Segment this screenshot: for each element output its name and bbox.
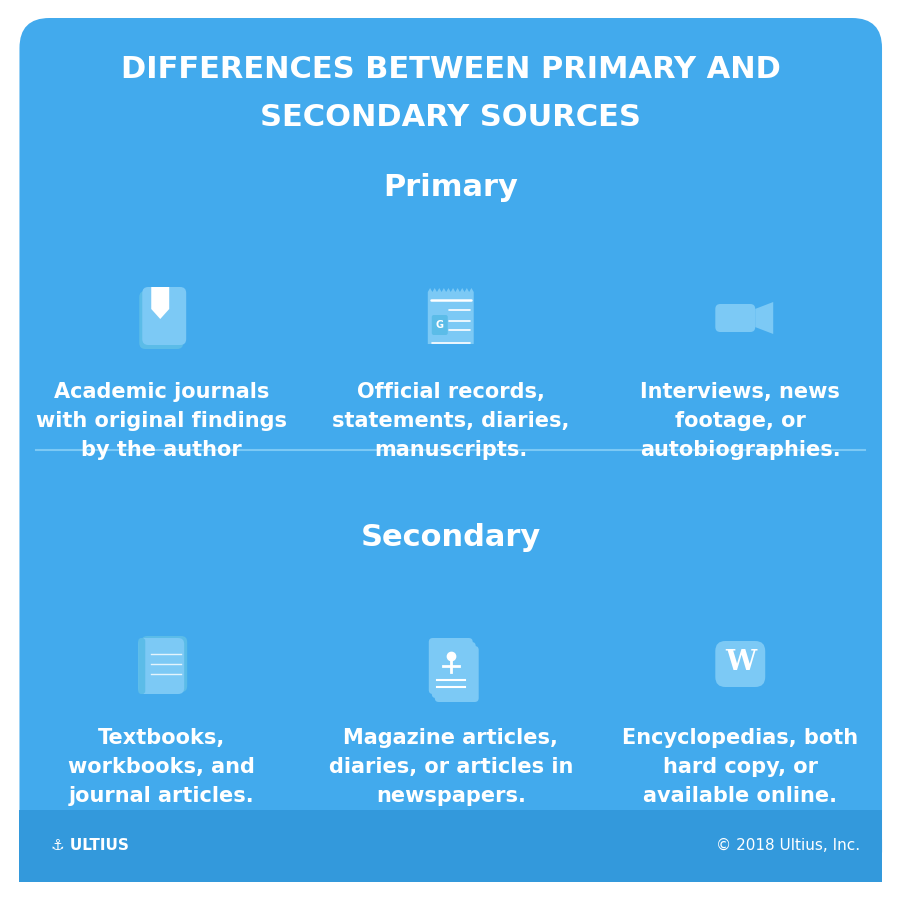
FancyBboxPatch shape xyxy=(140,291,184,349)
Text: Academic journals
with original findings
by the author: Academic journals with original findings… xyxy=(36,382,287,460)
FancyBboxPatch shape xyxy=(432,315,448,335)
FancyBboxPatch shape xyxy=(139,638,145,694)
Text: Textbooks,
workbooks, and
journal articles.: Textbooks, workbooks, and journal articl… xyxy=(68,728,255,806)
Text: G: G xyxy=(436,320,444,330)
Text: ⚓ ULTIUS: ⚓ ULTIUS xyxy=(51,839,130,853)
FancyBboxPatch shape xyxy=(20,18,882,882)
FancyBboxPatch shape xyxy=(142,287,186,345)
Text: © 2018 Ultius, Inc.: © 2018 Ultius, Inc. xyxy=(716,839,860,853)
Text: W: W xyxy=(725,650,757,677)
Polygon shape xyxy=(151,287,169,319)
Text: Primary: Primary xyxy=(383,174,518,203)
FancyBboxPatch shape xyxy=(716,304,755,332)
FancyBboxPatch shape xyxy=(716,641,765,687)
Text: Magazine articles,
diaries, or articles in
newspapers.: Magazine articles, diaries, or articles … xyxy=(328,728,573,806)
Bar xyxy=(20,810,882,882)
Text: Secondary: Secondary xyxy=(361,524,541,553)
Text: SECONDARY SOURCES: SECONDARY SOURCES xyxy=(260,104,641,132)
FancyBboxPatch shape xyxy=(139,638,184,694)
FancyBboxPatch shape xyxy=(432,642,476,698)
FancyBboxPatch shape xyxy=(435,646,479,702)
FancyBboxPatch shape xyxy=(20,810,882,882)
Text: DIFFERENCES BETWEEN PRIMARY AND: DIFFERENCES BETWEEN PRIMARY AND xyxy=(121,56,780,85)
Text: Encyclopedias, both
hard copy, or
available online.: Encyclopedias, both hard copy, or availa… xyxy=(622,728,859,806)
Polygon shape xyxy=(428,288,473,344)
FancyBboxPatch shape xyxy=(428,638,472,694)
Text: Interviews, news
footage, or
autobiographies.: Interviews, news footage, or autobiograp… xyxy=(640,382,841,460)
Polygon shape xyxy=(755,302,773,334)
FancyBboxPatch shape xyxy=(141,636,187,692)
Text: Official records,
statements, diaries,
manuscripts.: Official records, statements, diaries, m… xyxy=(332,382,570,460)
